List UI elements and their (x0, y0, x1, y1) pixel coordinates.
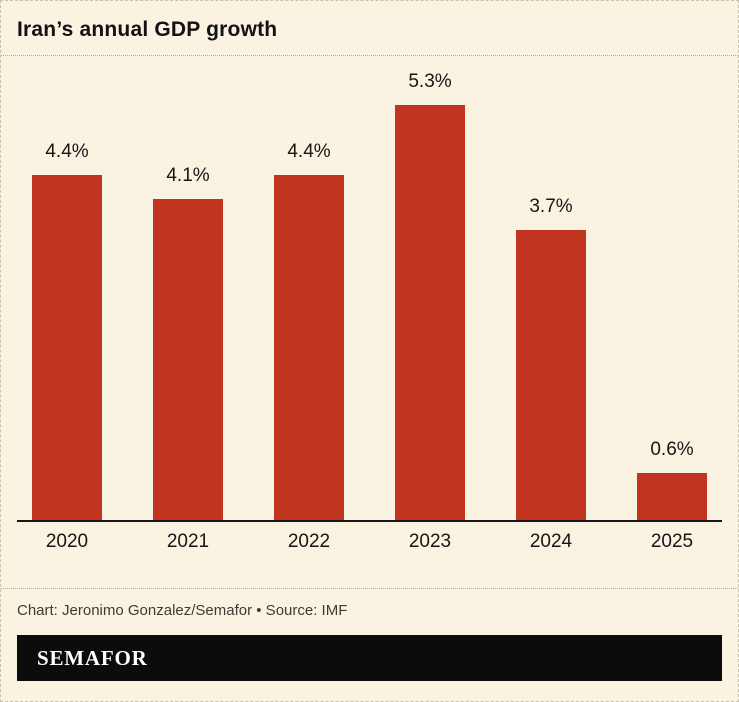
x-axis-labels: 2020 2021 2022 2023 2024 2025 (17, 522, 722, 567)
bar-value-label: 4.4% (287, 141, 331, 162)
x-axis-label: 2023 (408, 531, 452, 552)
bar-group: 4.4% (274, 141, 344, 520)
bar-value-label: 5.3% (408, 71, 452, 92)
bar-value-label: 0.6% (650, 439, 694, 460)
bar (32, 175, 102, 520)
chart-header: Iran’s annual GDP growth (1, 1, 738, 55)
bottom-divider (1, 588, 738, 589)
bar (274, 175, 344, 520)
x-axis-label: 2025 (650, 531, 694, 552)
semafor-logo: SEMAFOR (37, 645, 148, 670)
bar-group: 3.7% (516, 196, 586, 520)
bar (153, 199, 223, 520)
x-axis-label: 2024 (529, 531, 573, 552)
bar-value-label: 3.7% (529, 196, 573, 217)
bar (395, 105, 465, 520)
x-axis-label: 2021 (166, 531, 210, 552)
bar-value-label: 4.1% (166, 165, 210, 186)
bar-group: 4.4% (32, 141, 102, 520)
x-axis-label: 2022 (287, 531, 331, 552)
bar (637, 473, 707, 520)
footer-bar: SEMAFOR (17, 635, 722, 681)
bar (516, 230, 586, 520)
bar-group: 5.3% (395, 71, 465, 520)
bar-group: 0.6% (637, 439, 707, 520)
page-title: Iran’s annual GDP growth (17, 18, 278, 41)
x-axis-label: 2020 (45, 531, 89, 552)
bar-value-label: 4.4% (45, 141, 89, 162)
plot-area: 4.4% 4.1% 4.4% 5.3% 3.7% 0.6% (17, 56, 722, 522)
chart-area: 4.4% 4.1% 4.4% 5.3% 3.7% 0.6% 2020 2021 2022 202… (17, 56, 722, 567)
caption-row: Chart: Jeronimo Gonzalez/Semafor • Sourc… (17, 589, 722, 632)
bar-group: 4.1% (153, 165, 223, 520)
top-divider (1, 55, 738, 56)
chart-credit: Chart: Jeronimo Gonzalez/Semafor • Sourc… (17, 602, 348, 619)
